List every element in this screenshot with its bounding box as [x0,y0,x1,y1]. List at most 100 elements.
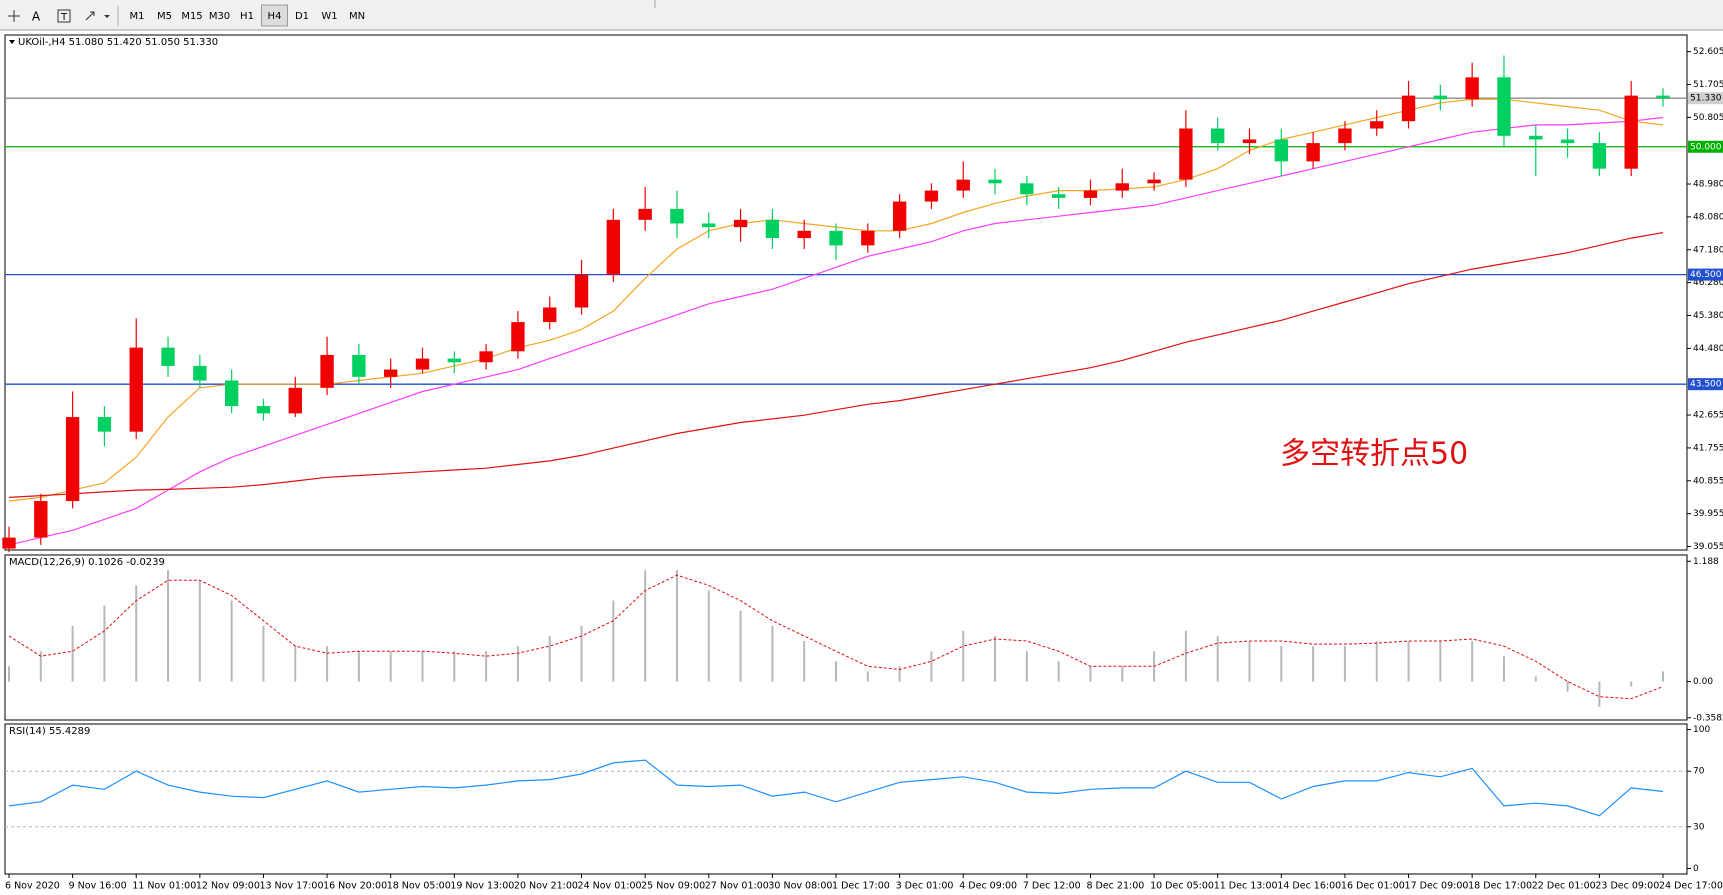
candle-body [1401,95,1416,122]
candle-body [861,230,875,246]
candle-body [447,358,461,363]
x-tick-label: 9 Nov 16:00 [69,881,127,892]
moving-average [8,232,1664,498]
shapes-tool[interactable] [85,11,95,21]
candle-body [34,501,48,538]
y-tick-label: 50.805 [1693,113,1723,123]
panel-title: RSI(14) 55.4289 [9,726,90,737]
candle-body [479,351,493,363]
level-label: 50.000 [1690,142,1722,152]
candle-body [1529,135,1543,140]
candle-body [320,354,334,388]
candle-body [256,406,271,414]
candle-body [1179,128,1193,180]
x-tick-label: 13 Nov 17:00 [259,881,323,892]
x-tick-label: 11 Dec 13:00 [1214,881,1278,892]
candle-body [384,369,398,377]
y-tick-label: 48.080 [1693,212,1723,222]
toolbar [0,0,1723,30]
label-tool-glyph: T [60,12,68,23]
candle-body [988,179,1002,184]
x-tick-label: 3 Dec 01:00 [896,881,954,892]
candle-body [1306,143,1320,162]
x-tick-label: 19 Nov 13:00 [450,881,514,892]
level-label: 46.500 [1690,270,1722,280]
x-tick-label: 17 Dec 09:00 [1405,881,1469,892]
candle-body [892,201,907,231]
panel-title: MACD(12,26,9) 0.1026 -0.0239 [9,557,165,568]
y-tick-label: -0.3582 [1693,713,1723,723]
timeframe-button[interactable]: MN [349,11,365,22]
candle-body [1242,139,1257,144]
candle-body [1051,194,1066,198]
timeframe-bar: M1 M5 M15 M30 H1 H4 D1 W1 MN [130,4,365,27]
y-tick-label: 39.955 [1693,509,1723,519]
candle-body [797,230,811,239]
candle-body [415,358,430,370]
x-tick-label: 22 Dec 01:00 [1532,881,1596,892]
timeframe-button[interactable]: M5 [157,11,172,22]
x-tick-label: 14 Dec 16:00 [1277,881,1341,892]
x-tick-label: 27 Nov 01:00 [705,881,769,892]
y-tick-label: 39.055 [1693,542,1723,552]
timeframe-button[interactable]: M1 [130,11,145,22]
text-tool[interactable]: A [32,10,41,24]
panel-frame [4,34,1688,551]
y-tick-label: 52.605 [1693,47,1723,57]
y-tick-label: 70 [1693,767,1705,777]
candle-body [97,417,112,432]
y-tick-label: 41.755 [1693,443,1723,453]
x-tick-label: 23 Dec 09:00 [1595,881,1659,892]
candle-body [574,274,589,308]
x-tick-label: 7 Dec 12:00 [1023,881,1081,892]
x-tick-label: 10 Dec 05:00 [1150,881,1214,892]
x-tick-label: 24 Dec 17:00 [1659,881,1723,892]
candle-body [1656,95,1670,99]
y-tick-label: 0 [1693,864,1699,874]
candle-body [1370,121,1384,129]
x-tick-label: 1 Dec 17:00 [832,881,890,892]
y-tick-label: 40.855 [1693,476,1723,486]
candle-body [511,322,525,352]
candle-body [1433,95,1448,100]
y-tick-label: 100 [1693,725,1710,735]
candle-body [1115,183,1129,191]
candle-body [765,219,780,239]
candle-body [193,365,207,381]
y-tick-label: 30 [1693,822,1705,832]
level-label: 43.500 [1690,380,1722,390]
candle-body [288,387,302,414]
timeframe-button[interactable]: H1 [240,11,254,22]
y-tick-label: 51.705 [1693,80,1723,90]
y-tick-label: 0.00 [1693,677,1713,687]
label-tool[interactable] [57,9,71,23]
timeframe-button[interactable]: W1 [321,11,337,22]
timeframe-button[interactable]: H4 [268,11,282,22]
panel-title: UKOil-,H4 51.080 51.420 51.050 51.330 [18,37,218,48]
moving-average [8,116,1664,546]
rsi-line [8,759,1664,817]
y-tick-label: 44.480 [1693,344,1723,354]
symbol-arrow [9,40,15,44]
timeframe-button[interactable]: M30 [209,11,230,22]
timeframe-button[interactable]: D1 [295,11,309,22]
x-tick-label: 30 Nov 08:00 [768,881,832,892]
candle-body [65,417,80,502]
candle-body [670,208,684,224]
y-tick-label: 47.180 [1693,245,1723,255]
y-tick-label: 42.655 [1693,411,1723,421]
timeframe-button[interactable]: M15 [181,11,202,22]
panel-frame [4,723,1688,875]
shapes-dropdown[interactable] [104,15,110,18]
candle-body [1592,143,1607,169]
candle-body [638,208,652,220]
candle-body [1560,139,1575,144]
annotation: 多空转折点50 [1280,437,1468,472]
crosshair-icon[interactable] [8,10,20,22]
candle-body [129,347,143,432]
level-label-box [1688,92,1723,105]
candle-body [702,223,716,228]
candle-body [924,190,939,202]
candle-body [1465,77,1479,100]
